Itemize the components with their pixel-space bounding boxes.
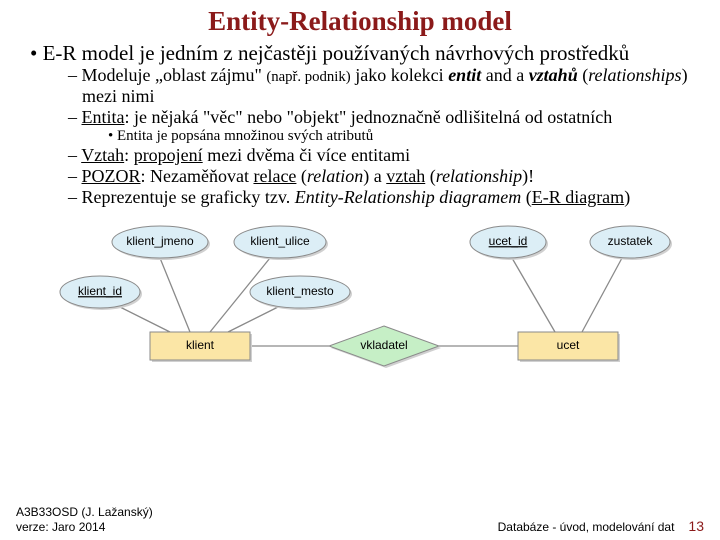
edge <box>118 306 170 332</box>
edge <box>582 258 622 332</box>
edge <box>228 306 280 332</box>
attribute-label: klient_ulice <box>250 234 310 248</box>
attribute-label: ucet_id <box>489 234 528 248</box>
footer-version: verze: Jaro 2014 <box>16 520 153 534</box>
bullet-sub4: POZOR: Nezaměňovat relace (relation) a v… <box>68 166 708 187</box>
footer-topic: Databáze - úvod, modelování dat <box>498 520 675 534</box>
bullet-sub1: Modeluje „oblast zájmu" (např. podnik) j… <box>68 65 708 107</box>
bullet-list: E-R model je jedním z nejčastěji používa… <box>12 41 708 208</box>
bullet-main: E-R model je jedním z nejčastěji používa… <box>30 41 708 208</box>
bullet-sub2: Entita: je nějaká "věc" nebo "objekt" je… <box>68 107 708 146</box>
relationship-label: vkladatel <box>360 338 407 352</box>
slide-title: Entity-Relationship model <box>12 6 708 37</box>
page-number: 13 <box>688 518 704 534</box>
edge <box>160 258 190 332</box>
entity-label: ucet <box>557 338 580 352</box>
er-diagram: klient_jmeno klient_ulice klient_id klient_… <box>40 214 680 374</box>
edge <box>512 258 555 332</box>
footer: A3B33OSD (J. Lažanský) verze: Jaro 2014 … <box>0 505 720 534</box>
entity-label: klient <box>186 338 215 352</box>
bullet-sub5: Reprezentuje se graficky tzv. Entity-Rel… <box>68 187 708 208</box>
attribute-label: klient_id <box>78 284 122 298</box>
attribute-label: klient_mesto <box>266 284 334 298</box>
attribute-label: klient_jmeno <box>126 234 194 248</box>
footer-course: A3B33OSD (J. Lažanský) <box>16 505 153 519</box>
bullet-sub3: Vztah: propojení mezi dvěma či více enti… <box>68 145 708 166</box>
bullet-sub2-1: Entita je popsána množinou svých atribut… <box>108 127 708 145</box>
attribute-label: zustatek <box>608 234 654 248</box>
